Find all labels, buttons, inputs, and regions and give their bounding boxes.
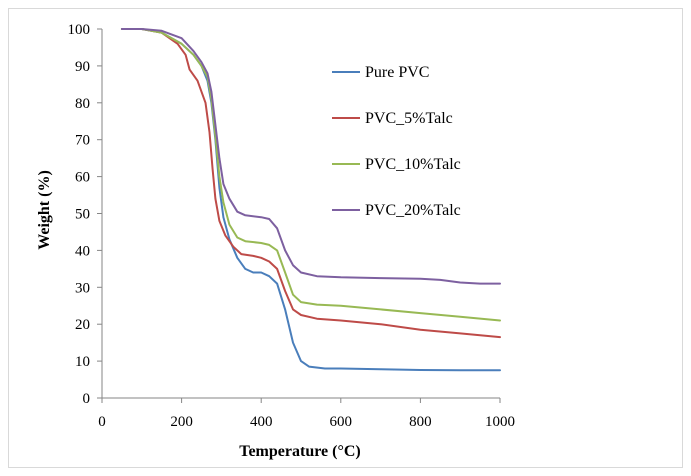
legend-label: PVC_10%Talc xyxy=(365,156,461,173)
x-tick-label: 200 xyxy=(170,414,193,430)
series-layer xyxy=(120,28,501,372)
legend-item-4: PVC_20%Talc xyxy=(332,202,461,219)
series-line-1 xyxy=(120,28,501,372)
series-line-2 xyxy=(120,28,501,339)
series-line-4 xyxy=(120,28,501,285)
y-tick-label: 80 xyxy=(75,96,90,112)
legend-item-3: PVC_10%Talc xyxy=(332,156,461,173)
legend-label: PVC_5%Talc xyxy=(365,110,453,127)
x-tick-label: 800 xyxy=(409,414,432,430)
x-tick-label: 0 xyxy=(98,414,106,430)
chart-frame xyxy=(8,8,683,468)
y-tick-label: 100 xyxy=(68,22,91,38)
x-tick-label: 1000 xyxy=(485,414,515,430)
legend-label: PVC_20%Talc xyxy=(365,202,461,219)
series-line-3 xyxy=(120,28,501,322)
y-tick-label: 60 xyxy=(75,170,90,186)
y-tick-label: 30 xyxy=(75,280,90,296)
x-axis-title: Temperature (°C) xyxy=(239,443,360,460)
y-tick-label: 40 xyxy=(75,243,90,259)
legend-item-1: Pure PVC xyxy=(332,64,429,81)
y-tick-label: 0 xyxy=(83,391,91,407)
legend-label: Pure PVC xyxy=(365,64,429,81)
y-tick-label: 20 xyxy=(75,317,90,333)
y-tick-label: 10 xyxy=(75,354,90,370)
y-tick-label: 70 xyxy=(75,133,90,149)
x-tick-label: 400 xyxy=(250,414,273,430)
x-tick-label: 600 xyxy=(330,414,353,430)
legend-item-2: PVC_5%Talc xyxy=(332,110,453,127)
legend: Pure PVC PVC_5%Talc PVC_10%Talc PVC_20%Talc xyxy=(332,64,461,219)
y-tick-label: 50 xyxy=(75,207,90,223)
y-axis-title: Weight (%) xyxy=(36,170,53,250)
y-tick-label: 90 xyxy=(75,59,90,75)
